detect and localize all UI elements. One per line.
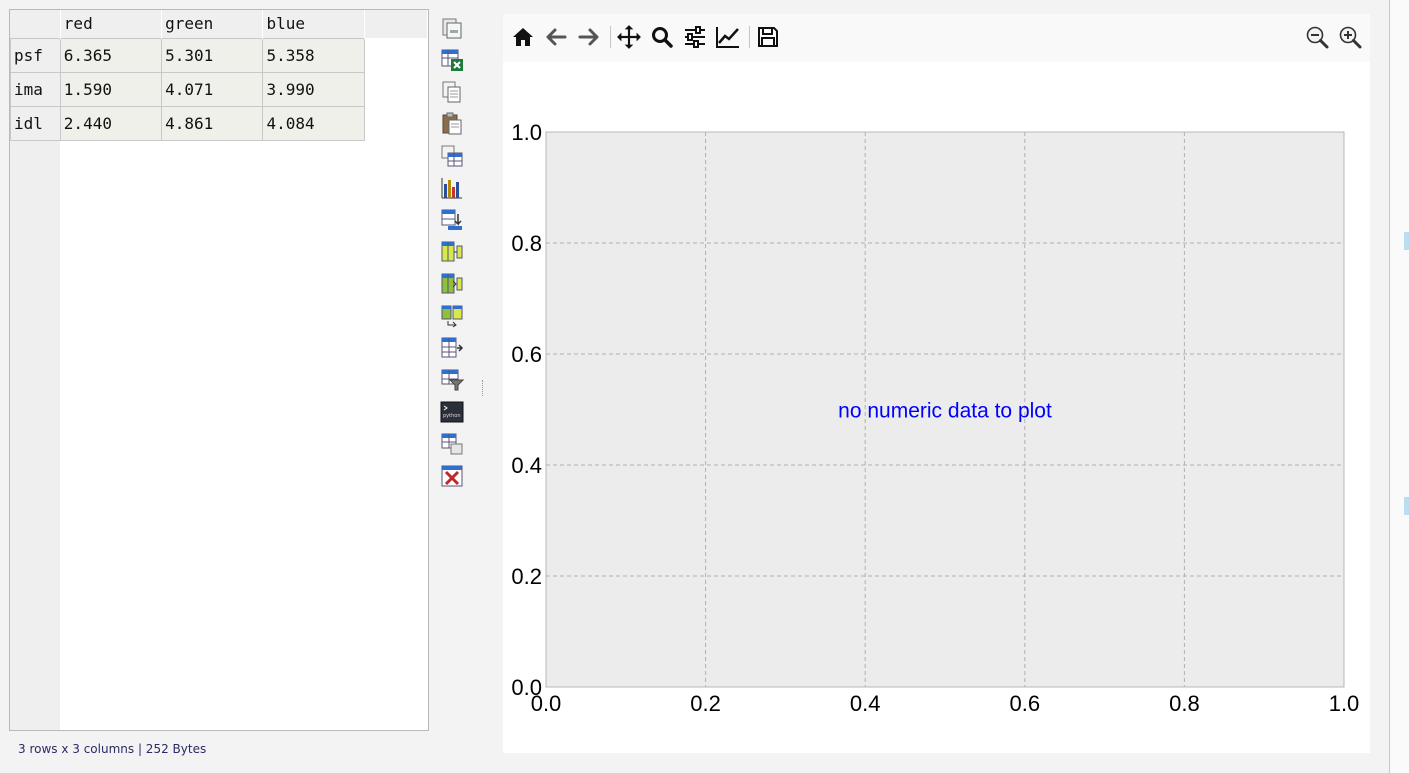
zoom-icon[interactable] bbox=[647, 22, 677, 52]
paste-icon[interactable] bbox=[438, 110, 466, 138]
forward-icon[interactable] bbox=[574, 22, 604, 52]
edit-axes-icon[interactable] bbox=[713, 22, 743, 52]
right-scrollbar[interactable] bbox=[1389, 0, 1409, 773]
data-table-panel: red green blue psf 6.365 5.301 5.358 ima… bbox=[9, 9, 429, 731]
plot-panel: 0.0 0.2 0.4 0.6 0.8 1.0 0.0 0.2 0.4 0.6 0.8 1.0 no … bbox=[503, 14, 1370, 753]
table-cell[interactable]: 5.301 bbox=[161, 37, 264, 73]
python-console-icon[interactable]: python bbox=[438, 398, 466, 426]
add-column-icon[interactable] bbox=[438, 238, 466, 266]
export-excel-icon[interactable] bbox=[438, 46, 466, 74]
y-tick-label: 1.0 bbox=[511, 120, 542, 145]
copy-icon[interactable] bbox=[438, 78, 466, 106]
table-cell[interactable]: 3.990 bbox=[262, 71, 365, 107]
table-header-row: red green blue bbox=[10, 10, 428, 38]
x-tick-label: 0.2 bbox=[690, 691, 721, 716]
scroll-marker bbox=[1404, 497, 1409, 515]
zoom-in-icon[interactable] bbox=[1335, 22, 1365, 52]
y-tick-label: 0.0 bbox=[511, 675, 542, 700]
back-icon[interactable] bbox=[541, 22, 571, 52]
close-table-icon[interactable] bbox=[438, 462, 466, 490]
x-tick-label: 0.8 bbox=[1169, 691, 1200, 716]
duplicate-table-icon[interactable] bbox=[438, 430, 466, 458]
save-icon[interactable] bbox=[753, 22, 783, 52]
x-tick-label: 0.4 bbox=[850, 691, 881, 716]
table-row: idl 2.440 4.861 4.084 bbox=[10, 105, 428, 141]
panel-splitter[interactable] bbox=[482, 380, 485, 396]
table-row: psf 6.365 5.301 5.358 bbox=[10, 37, 428, 73]
scroll-marker bbox=[1404, 232, 1409, 250]
column-header-blue[interactable]: blue bbox=[262, 10, 365, 38]
table-row: ima 1.590 4.071 3.990 bbox=[10, 71, 428, 107]
table-cell[interactable]: 6.365 bbox=[59, 37, 163, 73]
status-bar-text: 3 rows x 3 columns | 252 Bytes bbox=[18, 742, 207, 756]
y-tick-label: 0.6 bbox=[511, 342, 542, 367]
table-cell[interactable]: 4.071 bbox=[161, 71, 264, 107]
axis-ticks: 0.0 0.2 0.4 0.6 0.8 1.0 0.0 0.2 0.4 0.6 0.8 1.0 bbox=[511, 120, 1359, 716]
corner-cell[interactable] bbox=[10, 10, 61, 38]
no-data-message: no numeric data to plot bbox=[838, 400, 1052, 423]
plot-toolbar bbox=[503, 14, 1370, 62]
x-tick-label: 0.0 bbox=[531, 691, 562, 716]
plot-figure[interactable]: 0.0 0.2 0.4 0.6 0.8 1.0 0.0 0.2 0.4 0.6 0.8 1.0 no … bbox=[503, 62, 1370, 753]
table-view-icon[interactable] bbox=[438, 142, 466, 170]
merge-tables-icon[interactable] bbox=[438, 302, 466, 330]
row-header[interactable]: psf bbox=[10, 37, 61, 73]
svg-text:python: python bbox=[443, 413, 461, 419]
header-filler bbox=[364, 10, 428, 38]
x-tick-label: 1.0 bbox=[1329, 691, 1360, 716]
home-icon[interactable] bbox=[508, 22, 538, 52]
y-tick-label: 0.8 bbox=[511, 231, 542, 256]
x-tick-label: 0.6 bbox=[1010, 691, 1041, 716]
toolbar-separator bbox=[610, 26, 611, 48]
table-sort-icon[interactable] bbox=[438, 206, 466, 234]
filter-icon[interactable] bbox=[438, 366, 466, 394]
bar-chart-icon[interactable] bbox=[438, 174, 466, 202]
zoom-out-icon[interactable] bbox=[1302, 22, 1332, 52]
axes-background bbox=[546, 132, 1344, 687]
axes-frame bbox=[545, 131, 1345, 688]
table-cell[interactable]: 1.590 bbox=[59, 71, 163, 107]
data-table: red green blue psf 6.365 5.301 5.358 ima… bbox=[10, 10, 428, 141]
row-header[interactable]: idl bbox=[10, 105, 61, 141]
y-tick-label: 0.2 bbox=[511, 564, 542, 589]
export-table-icon[interactable] bbox=[438, 334, 466, 362]
insert-column-icon[interactable] bbox=[438, 270, 466, 298]
table-cell[interactable]: 4.861 bbox=[161, 105, 264, 141]
plot-chart[interactable]: 0.0 0.2 0.4 0.6 0.8 1.0 0.0 0.2 0.4 0.6 0.8 1.0 no … bbox=[503, 62, 1370, 753]
table-cell[interactable]: 5.358 bbox=[262, 37, 365, 73]
open-folder-icon[interactable] bbox=[438, 14, 466, 42]
toolbar-separator bbox=[749, 26, 750, 48]
table-cell[interactable]: 2.440 bbox=[59, 105, 163, 141]
y-tick-label: 0.4 bbox=[511, 453, 542, 478]
column-header-green[interactable]: green bbox=[161, 10, 264, 38]
column-header-red[interactable]: red bbox=[60, 10, 163, 38]
pan-icon[interactable] bbox=[614, 22, 644, 52]
subplots-config-icon[interactable] bbox=[680, 22, 710, 52]
table-cell[interactable]: 4.084 bbox=[262, 105, 365, 141]
row-header[interactable]: ima bbox=[10, 71, 61, 107]
